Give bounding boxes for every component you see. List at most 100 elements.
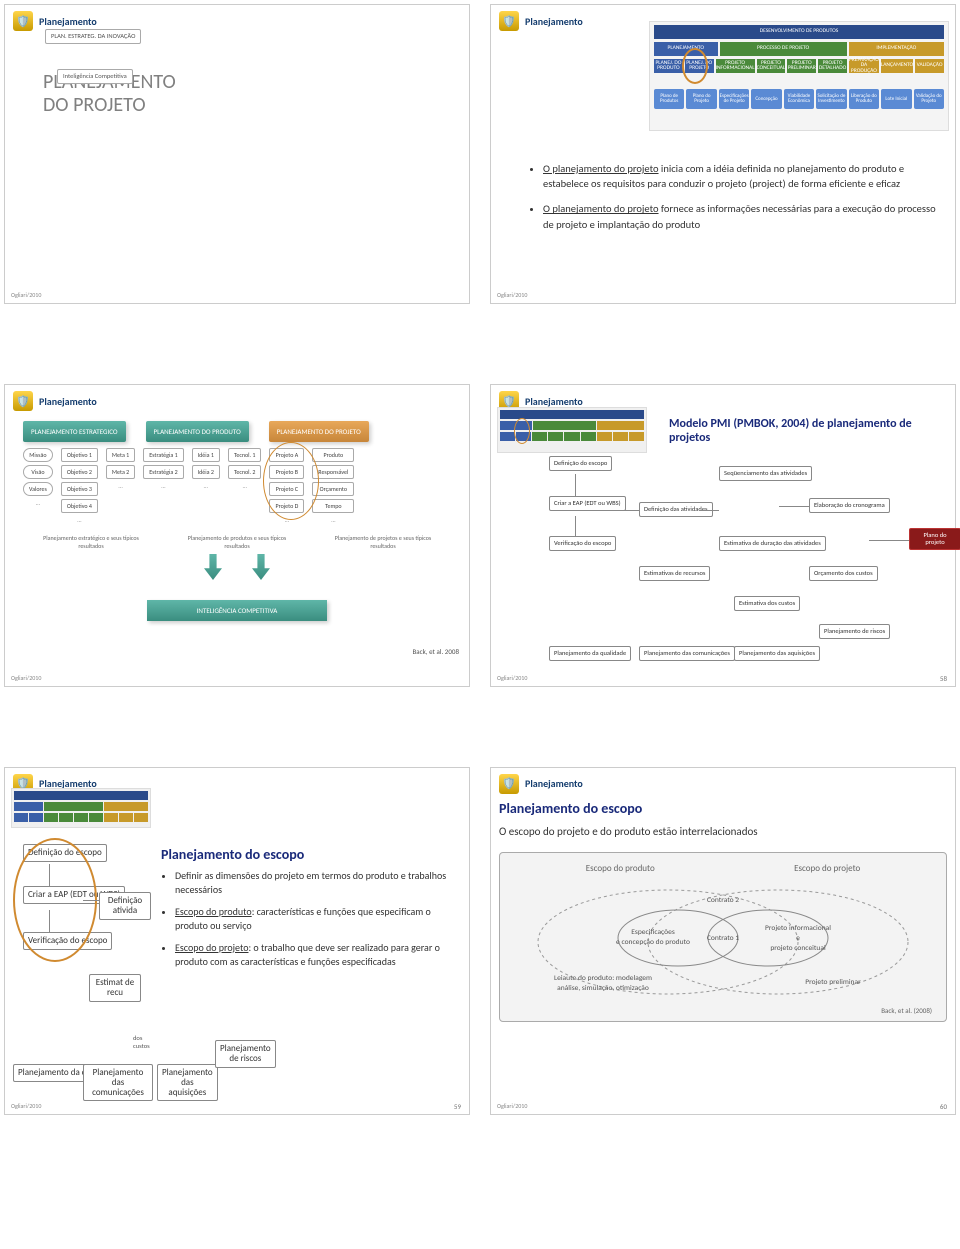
- node-plan-com: Planejamento das comunicações: [639, 646, 735, 661]
- bullet-1: O planejamento do projeto inicia com a i…: [543, 161, 937, 191]
- slide-header-label: Planejamento: [39, 395, 97, 408]
- diag-row4-cell: Viabilidade Econômica: [784, 89, 814, 109]
- node-plan-aquis: Planejamento das aquisições: [734, 646, 820, 661]
- logo-icon: 🛡️: [13, 391, 33, 411]
- svg-text:e: e: [796, 934, 800, 943]
- truncated-custos: dos custos: [133, 1034, 153, 1050]
- node-est-rec-trunc: Estimat de recu: [89, 974, 141, 1002]
- node-plan-risco: Planejamento de riscos: [215, 1040, 276, 1068]
- diag-row4-cell: Concepção: [751, 89, 781, 109]
- ellipsis-icon: ...: [23, 499, 53, 507]
- logo-icon: 🛡️: [499, 774, 519, 794]
- slide-number: 60: [940, 1102, 947, 1111]
- matrix-cell: Idéia 2: [192, 465, 220, 479]
- plan-innov-box: PLAN. ESTRATEG. DA INOVAÇÃO: [45, 29, 141, 44]
- slide-3: 🛡️ Planejamento PLANEJAMENTO ESTRATEGICO…: [4, 384, 470, 687]
- citation: Back, et al. (2008): [881, 1006, 932, 1015]
- matrix-cell: Objetivo 1: [61, 448, 98, 462]
- node-plan-qual: Planejamento da qualidade: [549, 646, 631, 661]
- s6-subtitle: O escopo do projeto e do produto estão i…: [499, 825, 947, 838]
- diag-row4-cell: Validação do Projeto: [914, 89, 944, 109]
- diag-row4-cell: Liberação do Produto: [849, 89, 879, 109]
- ellipsis-icon: ...: [61, 516, 98, 524]
- s5-bullet-3-u: Escopo do projeto: [175, 941, 248, 954]
- matrix-cell: Objetivo 2: [61, 465, 98, 479]
- diag-row4-cell: Solicitação de Investimento: [816, 89, 846, 109]
- highlight-ellipse-icon: [682, 48, 708, 84]
- diag-row3-cell: PREPARAÇÃO DA PRODUÇÃO: [849, 59, 879, 73]
- matrix-cell: Meta 2: [106, 465, 135, 479]
- matrix-cell: Objetivo 3: [61, 482, 98, 496]
- slide-number: 59: [454, 1102, 461, 1111]
- highlight-ellipse-icon: [263, 442, 319, 520]
- svg-text:e concepção do produto: e concepção do produto: [616, 938, 690, 947]
- s5-bullet-1: Definir as dimensões do projeto em termo…: [175, 869, 461, 897]
- down-arrow-icon: [204, 554, 222, 580]
- matrix-cell: Estratégia 1: [143, 448, 183, 462]
- matrix-cell: Estratégia 2: [143, 465, 183, 479]
- logo-icon: 🛡️: [499, 11, 519, 31]
- matrix-cell: Missão: [23, 448, 53, 462]
- strat-box-c: PLANEJAMENTO DO PROJETO: [269, 421, 369, 442]
- node-plan-aquis: Planejamento das aquisições: [157, 1064, 218, 1102]
- node-est-dur: Estimativa de duração das atividades: [719, 536, 826, 551]
- bullet-2: O planejamento do projeto fornece as inf…: [543, 201, 937, 231]
- ellipsis-icon: ...: [143, 482, 183, 490]
- caption-1: Planejamento estratégico e seus típicos …: [33, 534, 149, 550]
- matrix-cell: Tempo: [312, 499, 354, 513]
- slide-header-label: Planejamento: [525, 777, 583, 790]
- footer-stamp: Ogliari/2010: [11, 291, 41, 299]
- s5-bullet-2-u: Escopo do produto: [175, 905, 252, 918]
- matrix-cell: Idéia 1: [192, 448, 220, 462]
- footer-stamp: Ogliari/2010: [497, 291, 527, 299]
- contrato2-label: Contrato 2: [707, 896, 739, 905]
- diag-row4-cell: Especificações de Projeto: [719, 89, 749, 109]
- diag-top-bar: DESENVOLVIMENTO DE PRODUTOS: [654, 25, 944, 39]
- slide-5: 🛡️ Planejamento Definição do escopo Cria…: [4, 767, 470, 1115]
- venn-col-left: Escopo do produto: [586, 863, 655, 874]
- ellipsis-icon: ...: [228, 482, 262, 490]
- slide-2: 🛡️ Planejamento DESENVOLVIMENTO DE PRODU…: [490, 4, 956, 304]
- slide-number: 58: [940, 674, 947, 683]
- slide-4: 🛡️ Planejamento Modelo PMI (PMBOK, 2004)…: [490, 384, 956, 687]
- node-plan-risco: Planejamento de riscos: [819, 624, 890, 639]
- footer-stamp: Ogliari/2010: [497, 1102, 527, 1110]
- node-def-escopo: Definição do escopo: [549, 456, 612, 471]
- scope-venn: Escopo do produto Escopo do projeto Cont…: [499, 852, 947, 1022]
- diag-row4-cell: Plano do Projeto: [686, 89, 716, 109]
- node-verif-escopo: Verificação do escopo: [549, 536, 616, 551]
- strat-box-a: PLANEJAMENTO ESTRATEGICO: [23, 421, 126, 442]
- svg-text:Projeto informacional: Projeto informacional: [765, 924, 831, 933]
- ellipsis-icon: ...: [312, 516, 354, 524]
- contrato1-label: Contrato 1: [707, 934, 739, 943]
- down-arrow-icon: [252, 554, 270, 580]
- bullet-2-underline: O planejamento do projeto: [543, 202, 659, 215]
- diag-row3-cell: PROJETO DETALHADO: [818, 59, 847, 73]
- footer-stamp: Ogliari/2010: [497, 674, 527, 682]
- diag-row4: Plano de ProdutosPlano do ProjetoEspecif…: [654, 89, 944, 109]
- svg-text:projeto conceitual: projeto conceitual: [770, 944, 826, 953]
- bullet-1-underline: O planejamento do projeto: [543, 162, 659, 175]
- node-criar-eap: Criar a EAP (EDT ou WBS): [549, 496, 626, 511]
- diag-row3-cell: PLANEJ. DO PRODUTO: [654, 59, 683, 73]
- node-plano-projeto: Plano do projeto: [909, 528, 960, 550]
- s5-bullet-2: Escopo do produto: características e fun…: [175, 905, 461, 933]
- node-orc-custo: Orçamento dos custos: [809, 566, 878, 581]
- slide-header-label: Planejamento: [39, 15, 97, 28]
- page-grid: 🛡️ Planejamento PLAN. ESTRATEG. DA INOVA…: [4, 4, 956, 1115]
- logo-icon: 🛡️: [13, 11, 33, 31]
- node-def-ativ-trunc: Definição ativida: [99, 892, 151, 920]
- diag-row4-cell: Lote Inicial: [881, 89, 911, 109]
- caption-3: Planejamento de projetos e seus típicos …: [325, 534, 441, 550]
- matrix-cell: Produto: [312, 448, 354, 462]
- ellipsis-icon: ...: [106, 482, 135, 490]
- venn-col-right: Escopo do projeto: [794, 863, 860, 874]
- matrix-cell: Valores: [23, 482, 53, 496]
- caption-2: Planejamento de produtos e seus típicos …: [179, 534, 295, 550]
- mini-process-diagram: [497, 407, 647, 453]
- matrix-cell: Tecnol. 2: [228, 465, 262, 479]
- mini-flow: Definição do escopo Criar a EAP (EDT ou …: [13, 844, 153, 1104]
- venn-svg-icon: Contrato 2 Contrato 1 Especificações e c…: [523, 880, 923, 1000]
- node-est-rec: Estimativas de recursos: [639, 566, 710, 581]
- mini-process-diagram: [11, 788, 151, 828]
